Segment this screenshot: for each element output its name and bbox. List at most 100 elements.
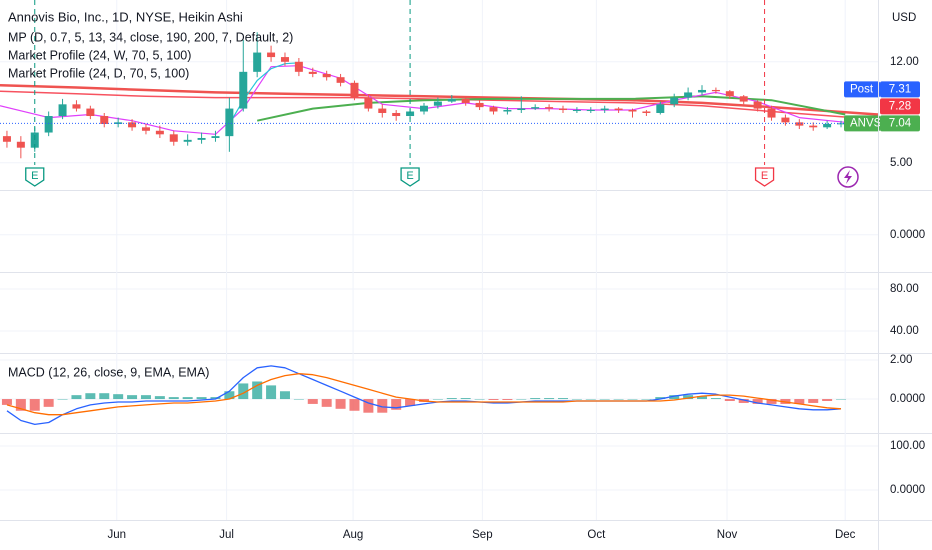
histogram-bar — [724, 399, 735, 401]
price-badge-text: 7.04 — [889, 117, 912, 129]
histogram-bar — [752, 399, 763, 404]
alert-icon[interactable] — [837, 166, 859, 188]
y-tick-label: 2.00 — [890, 354, 912, 366]
price-badge-name — [844, 81, 880, 98]
price-badge — [880, 81, 920, 98]
histogram-bar — [85, 393, 96, 400]
indicator-line — [0, 65, 846, 135]
histogram-bar — [669, 395, 680, 400]
candle-body — [795, 122, 804, 126]
candle-body — [211, 136, 220, 138]
candle-body — [767, 108, 776, 118]
histogram-bar — [224, 391, 235, 400]
price-badge-text: 7.28 — [889, 100, 911, 112]
histogram-bar — [432, 399, 443, 400]
candle-body — [2, 136, 11, 142]
histogram-bar — [363, 399, 374, 413]
histogram-bar — [307, 399, 318, 404]
histogram-bar — [836, 399, 847, 400]
histogram-bar — [391, 399, 402, 410]
candle-body — [378, 108, 387, 113]
plot: E E E ANVS 7.04 7.28 Post 7.31 — [0, 0, 920, 426]
histogram-bar — [43, 399, 54, 407]
indicator-line — [0, 83, 879, 116]
histogram-bar — [460, 398, 471, 400]
histogram-bar — [113, 394, 124, 400]
indicator-line — [0, 90, 879, 121]
histogram-bar — [57, 399, 68, 400]
candle-body — [725, 91, 734, 97]
histogram-bar — [502, 399, 513, 401]
y-tick-label: 0.0000 — [890, 393, 925, 405]
candle-body — [614, 108, 623, 111]
candle-body — [837, 123, 846, 125]
candle-body — [350, 82, 359, 98]
currency[interactable]: USD — [892, 12, 916, 24]
histogram-bar — [544, 398, 555, 400]
histogram-bar — [154, 396, 165, 400]
histogram-bar — [683, 395, 694, 400]
histogram-bar — [794, 399, 805, 404]
event-label: E — [31, 170, 38, 182]
candle-body — [656, 104, 665, 113]
event-marker — [754, 167, 775, 187]
histogram-bar — [655, 397, 666, 400]
candle-body — [308, 71, 317, 74]
event-label: E — [761, 170, 768, 182]
candle-body — [197, 137, 206, 140]
candle-body — [600, 108, 609, 111]
histogram-bar — [279, 391, 290, 400]
histogram-bar — [127, 395, 138, 400]
candle-body — [72, 104, 81, 109]
candle-body — [225, 108, 234, 137]
candle-body — [336, 77, 345, 83]
histogram-bar — [377, 399, 388, 413]
histogram-bar — [349, 399, 360, 411]
histogram-bar — [822, 399, 833, 401]
candle-body — [100, 116, 109, 124]
price-badge — [880, 98, 920, 115]
histogram-bar — [613, 399, 624, 400]
histogram-bar — [71, 395, 82, 400]
event-marker — [400, 167, 420, 187]
histogram-bar — [140, 395, 151, 400]
histogram-bar — [266, 385, 277, 400]
histogram-bar — [238, 383, 249, 400]
histogram-bar — [252, 381, 263, 400]
candle-body — [364, 97, 373, 109]
candle-body — [280, 57, 289, 62]
histogram-bar — [808, 399, 819, 403]
histogram-bar — [557, 398, 568, 400]
candle-body — [406, 111, 415, 117]
candle-body — [322, 73, 331, 78]
candle-body — [823, 123, 832, 128]
event-label: E — [406, 170, 413, 182]
x-tick-label: Aug — [343, 529, 363, 541]
candle-body — [253, 52, 262, 72]
candle-body — [267, 52, 276, 58]
indicator-line — [256, 95, 846, 122]
x-tick-label: Nov — [717, 529, 738, 541]
histogram-bar — [516, 399, 527, 400]
histogram-bar — [571, 399, 582, 400]
candle-body — [753, 101, 762, 109]
histogram-bar — [641, 399, 652, 400]
histogram-bar — [29, 399, 40, 411]
price-badge-text: 7.31 — [889, 83, 911, 95]
candle-body — [86, 108, 95, 117]
candle-body — [809, 125, 818, 128]
histogram-bar — [99, 393, 110, 400]
histogram-bar — [321, 399, 332, 407]
histogram-bar — [530, 398, 541, 400]
candle-body — [169, 134, 178, 142]
candle-body — [711, 89, 720, 92]
x-tick-label: Sep — [472, 529, 492, 541]
candle-body — [155, 130, 164, 135]
candle-body — [531, 107, 540, 109]
candle-body — [433, 101, 442, 106]
y-tick-label: 40.00 — [890, 325, 919, 337]
y-tick-label: 80.00 — [890, 283, 919, 295]
histogram-bar — [182, 397, 193, 400]
chart-title: Annovis Bio, Inc., 1D, NYSE, Heikin Ashi — [8, 9, 243, 24]
candle-body — [183, 139, 192, 142]
